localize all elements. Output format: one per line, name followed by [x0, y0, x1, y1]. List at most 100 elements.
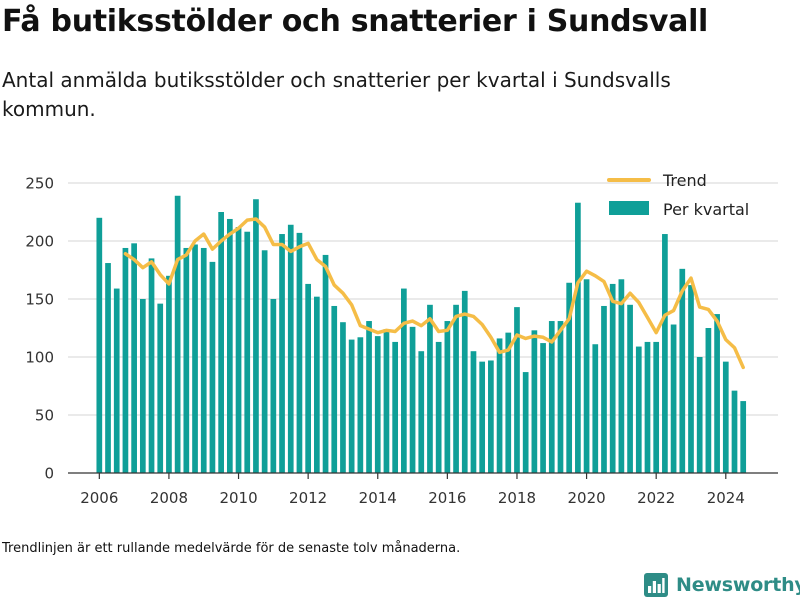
bar	[374, 336, 381, 473]
bar	[166, 275, 172, 473]
bar	[514, 307, 520, 473]
bar	[418, 351, 425, 473]
bar	[235, 227, 242, 473]
x-tick-label: 2006	[80, 489, 118, 507]
bar	[305, 283, 311, 473]
bar	[488, 360, 494, 473]
bar	[696, 357, 703, 473]
bar	[609, 283, 616, 473]
bar	[653, 341, 660, 473]
brand: Newsworthy	[644, 570, 800, 600]
legend-bar-swatch	[609, 201, 649, 215]
bar	[392, 341, 399, 473]
y-tick-label: 100	[25, 349, 54, 367]
footnote: Trendlinjen är ett rullande medelvärde f…	[2, 541, 461, 556]
bar	[157, 303, 164, 473]
bar	[722, 361, 729, 473]
bar	[253, 199, 259, 474]
bar	[714, 314, 720, 473]
bar	[105, 263, 111, 473]
bar	[366, 321, 372, 473]
bar	[461, 290, 468, 473]
chart-subtitle: Antal anmälda butiksstölder och snatteri…	[2, 68, 671, 121]
y-tick-label: 50	[35, 407, 54, 425]
bar	[131, 243, 137, 473]
bar	[557, 321, 564, 473]
bar	[618, 279, 625, 473]
bar	[331, 305, 338, 473]
newsworthy-bar-chart-logo-icon	[644, 573, 668, 597]
trend-line	[123, 217, 745, 370]
x-tick-label: 2010	[219, 489, 257, 507]
y-tick-label: 200	[25, 233, 54, 251]
bar	[479, 361, 486, 473]
bar	[644, 341, 651, 473]
chart: 0 50 100 150 200 250 2006 2008 2010 2012 2014 2016 2…	[25, 171, 778, 507]
bar	[401, 288, 407, 473]
bar	[192, 244, 198, 473]
bar	[261, 250, 268, 473]
y-tick-label: 150	[25, 291, 54, 309]
bar	[209, 261, 216, 473]
x-tick-label: 2024	[707, 489, 745, 507]
x-tick-label: 2018	[498, 489, 536, 507]
bar-series	[96, 195, 747, 474]
bar	[244, 231, 251, 473]
bar	[226, 218, 233, 473]
bar	[679, 268, 686, 473]
axes: 0 50 100 150 200 250 2006 2008 2010 2012 2014 2016 2…	[25, 175, 778, 507]
bar	[279, 234, 285, 473]
bar	[435, 341, 442, 473]
bar	[113, 288, 120, 473]
y-tick-label: 250	[25, 175, 54, 193]
bar	[531, 330, 538, 473]
legend: Trend Per kvartal	[607, 171, 749, 219]
bar	[139, 299, 146, 473]
bar	[183, 247, 190, 473]
bar	[522, 372, 529, 473]
bar	[409, 326, 416, 473]
bar	[583, 279, 590, 473]
bar	[496, 338, 503, 473]
bar	[731, 390, 738, 473]
y-tick-label: 0	[44, 465, 54, 483]
legend-bar-label: Per kvartal	[663, 200, 749, 219]
bar	[122, 247, 129, 473]
bar	[705, 328, 712, 473]
bar	[96, 217, 103, 473]
trend-series	[123, 217, 745, 370]
bar	[427, 304, 433, 473]
x-tick-label: 2022	[637, 489, 675, 507]
bar	[340, 322, 346, 473]
bar	[322, 254, 329, 473]
bar	[348, 339, 355, 473]
bar	[688, 285, 694, 473]
brand-name: Newsworthy	[676, 574, 800, 596]
bar	[357, 337, 364, 473]
bar	[505, 332, 512, 473]
bar	[287, 224, 294, 473]
bar	[740, 401, 747, 473]
bar	[662, 234, 668, 473]
bar	[200, 247, 207, 473]
bar	[470, 351, 477, 473]
bar	[540, 343, 546, 473]
legend-trend-label: Trend	[662, 171, 707, 190]
bar	[627, 304, 633, 473]
bar	[592, 344, 599, 473]
bar	[670, 324, 677, 473]
bar	[296, 232, 303, 473]
bar	[314, 296, 320, 473]
bar	[566, 282, 573, 473]
bar	[218, 212, 224, 473]
x-tick-label: 2020	[567, 489, 605, 507]
x-tick-label: 2014	[359, 489, 397, 507]
x-tick-label: 2016	[428, 489, 466, 507]
bar	[575, 202, 581, 473]
bar	[174, 195, 181, 473]
bar	[270, 299, 277, 473]
x-tick-label: 2008	[150, 489, 188, 507]
bar	[601, 305, 607, 473]
bar	[635, 346, 642, 473]
bar	[148, 258, 155, 473]
